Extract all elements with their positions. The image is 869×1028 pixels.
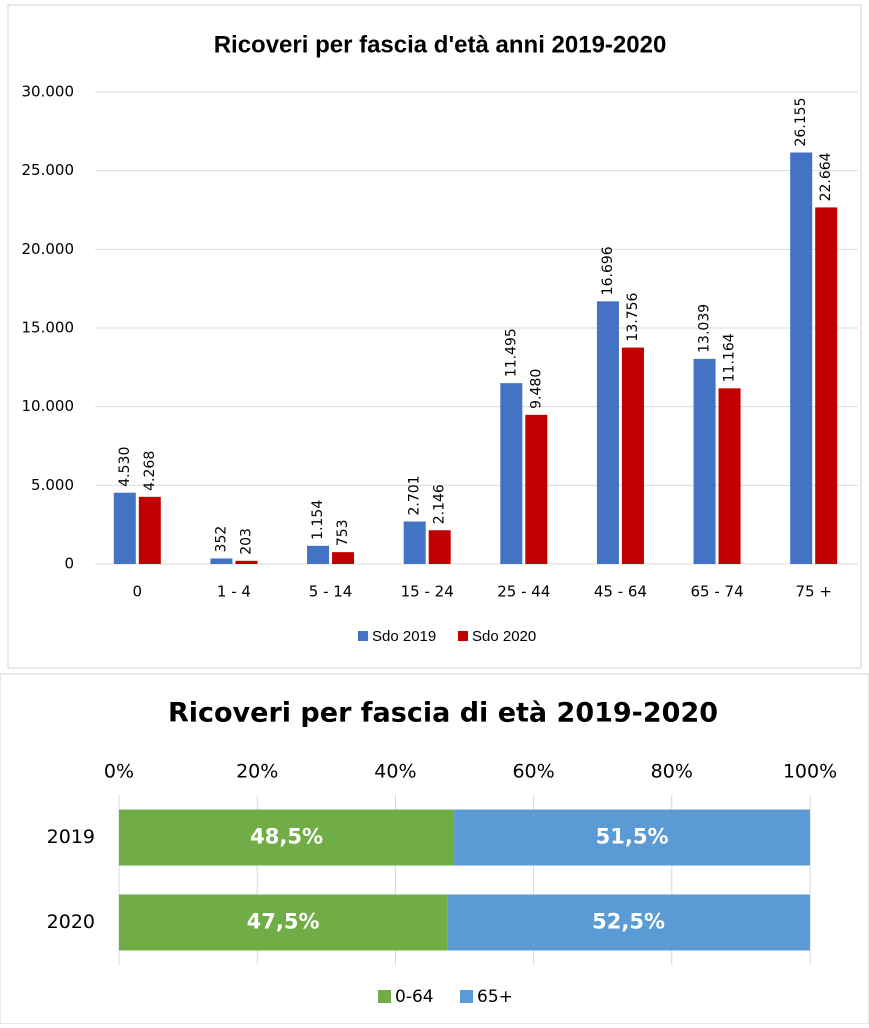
bar: [428, 530, 451, 564]
bar-segment: [454, 809, 810, 866]
data-label: 9.480: [528, 369, 544, 409]
legend-swatch: [458, 631, 468, 641]
data-label: 4.268: [142, 451, 158, 491]
x-tick-label: 0%: [104, 761, 134, 783]
data-label: 11.164: [722, 333, 738, 382]
data-label: 13.039: [697, 304, 713, 353]
x-tick-label: 45 - 64: [594, 583, 647, 601]
bar: [138, 496, 161, 564]
data-label: 16.696: [600, 246, 616, 295]
legend-swatch: [378, 990, 391, 1003]
legend-label: 0-64: [395, 987, 434, 1007]
data-label: 26.155: [793, 97, 809, 146]
data-label: 2.146: [432, 484, 448, 524]
x-tick-label: 25 - 44: [497, 583, 550, 601]
bar: [621, 347, 644, 564]
data-label: 13.756: [625, 292, 641, 341]
data-label: 1.154: [310, 500, 326, 540]
bar: [307, 545, 330, 564]
bar: [693, 358, 716, 564]
data-label: 203: [238, 528, 254, 555]
bar: [718, 388, 741, 564]
legend-swatch: [460, 990, 473, 1003]
bar: [113, 492, 136, 564]
legend-label: Sdo 2019: [372, 628, 436, 645]
bar: [500, 383, 523, 564]
y-tick-label: 25.000: [22, 161, 75, 179]
data-label: 22.664: [818, 152, 834, 201]
x-tick-label: 40%: [374, 761, 416, 783]
bar: [790, 152, 813, 564]
data-label: 352: [213, 526, 229, 553]
x-tick-label: 75 +: [795, 583, 831, 601]
x-tick-label: 80%: [651, 761, 693, 783]
x-tick-label: 20%: [236, 761, 278, 783]
legend-label: Sdo 2020: [472, 628, 536, 645]
y-tick-label: 20.000: [22, 240, 75, 258]
x-tick-label: 1 - 4: [217, 583, 251, 601]
y-tick-label: 30.000: [22, 83, 75, 101]
y-tick-label: 10.000: [22, 397, 75, 415]
bar-segment: [119, 809, 455, 866]
x-tick-label: 5 - 14: [309, 583, 353, 601]
x-tick-label: 60%: [512, 761, 554, 783]
y-tick-label: 15.000: [22, 319, 75, 337]
data-label: 2.701: [407, 475, 423, 515]
chart-title: Ricoveri per fascia di età 2019-2020: [168, 698, 718, 729]
x-tick-label: 15 - 24: [401, 583, 454, 601]
data-label: 48,5%: [250, 825, 323, 849]
bar: [525, 414, 548, 564]
x-tick-label: 100%: [783, 761, 837, 783]
y-tick-label: 2019: [47, 826, 95, 848]
data-label: 753: [335, 519, 351, 546]
bar: [403, 521, 426, 564]
legend-label: 65+: [477, 987, 513, 1007]
x-tick-label: 65 - 74: [691, 583, 744, 601]
bar: [235, 560, 258, 564]
data-label: 52,5%: [592, 910, 665, 934]
bar: [210, 558, 233, 564]
bar: [332, 552, 355, 564]
legend-swatch: [358, 631, 368, 641]
data-label: 51,5%: [596, 825, 669, 849]
y-tick-label: 5.000: [31, 476, 74, 494]
data-label: 11.495: [503, 328, 519, 377]
bar: [815, 207, 838, 564]
bar-segment: [447, 894, 810, 951]
bar: [596, 301, 619, 564]
y-tick-label: 0: [64, 555, 74, 573]
data-label: 47,5%: [247, 910, 320, 934]
chart-title: Ricoveri per fascia d'età anni 2019-2020: [214, 31, 667, 58]
data-label: 4.530: [117, 447, 133, 487]
y-tick-label: 2020: [47, 911, 95, 933]
x-tick-label: 0: [133, 583, 143, 601]
bar-segment: [119, 894, 448, 951]
